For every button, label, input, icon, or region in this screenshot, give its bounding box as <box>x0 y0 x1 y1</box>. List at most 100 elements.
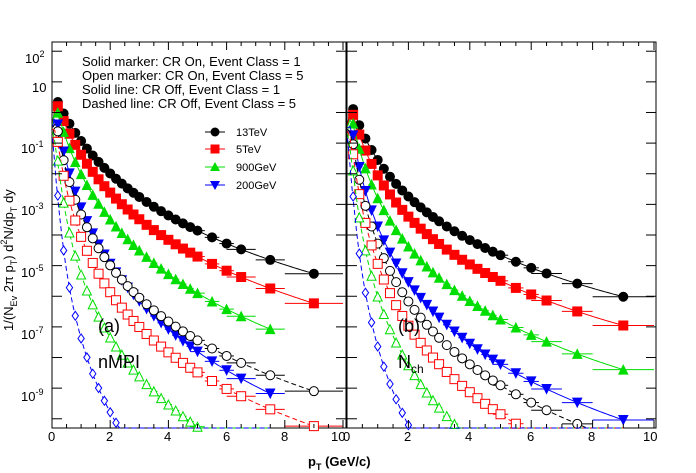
data-point-marker <box>390 336 402 348</box>
data-point-marker <box>472 344 483 355</box>
data-point-marker <box>433 401 445 413</box>
data-point-marker <box>360 162 371 174</box>
data-point-marker <box>427 394 439 406</box>
data-point-marker <box>221 265 232 276</box>
data-point-marker <box>373 341 382 352</box>
data-point-marker <box>104 331 116 343</box>
data-point-marker <box>148 305 159 316</box>
data-point-marker <box>265 404 276 415</box>
data-point-marker <box>264 323 276 335</box>
data-point-marker <box>618 291 629 302</box>
data-point-marker <box>141 251 152 262</box>
data-point-marker <box>93 243 104 254</box>
data-point-marker <box>81 284 93 296</box>
data-point-marker <box>392 393 400 405</box>
panel-b-sublabel: Nch <box>398 352 424 376</box>
data-point-marker <box>386 378 394 390</box>
data-point-marker <box>510 321 522 333</box>
data-point-marker <box>495 409 506 420</box>
data-point-marker <box>427 266 439 278</box>
data-point-marker <box>495 380 506 391</box>
data-point-marker <box>372 170 383 181</box>
data-point-marker <box>391 197 402 208</box>
data-point-marker <box>81 216 93 227</box>
data-point-marker <box>472 393 483 404</box>
panel-b-series <box>347 104 654 431</box>
data-point-marker <box>141 328 152 339</box>
x-tick-label: 2 <box>404 429 411 444</box>
data-point-marker <box>510 389 521 400</box>
data-point-marker <box>384 323 396 335</box>
data-point-marker <box>360 244 371 256</box>
data-point-marker <box>449 284 460 296</box>
data-point-marker <box>384 265 395 276</box>
data-point-marker <box>360 217 371 228</box>
data-point-marker <box>464 295 476 307</box>
data-point-marker <box>134 292 145 303</box>
data-point-marker <box>99 206 110 217</box>
annotation-notes: Solid marker: CR On, Event Class = 1 Ope… <box>82 54 303 111</box>
data-point-marker <box>349 191 357 202</box>
data-point-marker <box>192 225 203 236</box>
data-point-marker <box>397 204 408 215</box>
data-point-marker <box>52 154 64 166</box>
data-point-marker <box>192 251 203 262</box>
data-point-marker <box>235 310 247 322</box>
data-point-marker <box>52 126 63 137</box>
legend-marker <box>205 144 225 154</box>
x-tick-label: 8 <box>281 429 288 444</box>
data-point-marker <box>617 364 629 375</box>
data-point-marker <box>111 295 122 306</box>
data-point-marker <box>378 235 390 247</box>
data-point-marker <box>380 361 388 373</box>
data-point-marker <box>487 404 498 415</box>
data-point-marker <box>87 150 98 161</box>
data-point-marker <box>526 397 537 408</box>
data-point-marker <box>207 343 218 354</box>
x-tick-label: 0 <box>343 429 350 444</box>
panel-a-series <box>52 96 343 432</box>
data-point-marker <box>441 340 452 351</box>
data-point-marker <box>441 319 453 331</box>
data-point-marker <box>116 199 127 210</box>
data-point-marker <box>128 239 139 250</box>
data-point-marker <box>105 187 116 198</box>
data-point-marker <box>99 321 110 333</box>
data-point-marker <box>170 404 181 416</box>
data-point-marker <box>456 332 468 344</box>
x-tick-label: 0 <box>48 429 55 444</box>
data-point-marker <box>236 244 247 255</box>
axis-ticks <box>51 42 656 428</box>
data-point-marker <box>308 298 319 309</box>
data-point-marker <box>69 156 81 167</box>
data-point-marker <box>58 146 69 158</box>
data-point-marker <box>148 385 160 397</box>
data-point-marker <box>110 340 122 352</box>
y-tick-label: 102 <box>25 49 44 66</box>
data-point-marker <box>403 320 414 331</box>
data-point-marker <box>415 312 426 323</box>
data-point-marker <box>75 268 87 280</box>
data-point-marker <box>221 238 232 249</box>
data-point-marker <box>372 258 383 269</box>
data-point-marker <box>64 226 75 238</box>
data-point-marker <box>403 359 414 371</box>
x-tick-label: 4 <box>465 429 472 444</box>
data-point-marker <box>384 189 395 200</box>
data-point-marker <box>378 180 389 191</box>
y-tick-label: 10-3 <box>21 201 43 218</box>
data-point-marker <box>360 200 371 211</box>
data-point-marker <box>434 359 445 370</box>
data-point-marker <box>264 388 276 400</box>
data-point-marker <box>156 206 167 217</box>
data-point-marker <box>403 277 414 288</box>
data-point-marker <box>87 166 98 177</box>
data-point-marker <box>236 391 247 402</box>
data-point-marker <box>207 258 218 269</box>
data-point-marker <box>70 139 81 150</box>
data-point-marker <box>398 407 407 419</box>
data-point-marker <box>134 321 145 332</box>
legend-label: 200GeV <box>236 180 277 192</box>
data-point-marker <box>133 370 145 382</box>
data-point-marker <box>155 392 167 404</box>
